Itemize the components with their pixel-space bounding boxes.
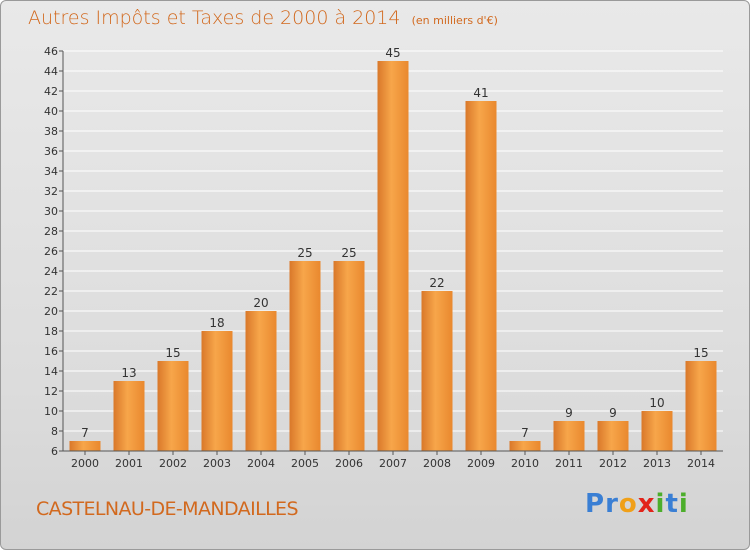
data-label: 45	[385, 46, 400, 60]
y-tick-label: 44	[44, 65, 58, 78]
y-tick-label: 28	[44, 225, 58, 238]
logo-letter: r	[605, 489, 619, 519]
chart-unit: (en milliers d'€)	[411, 14, 498, 27]
x-tick-label: 2007	[379, 457, 407, 470]
x-tick-label: 2004	[247, 457, 275, 470]
x-tick-label: 2010	[511, 457, 539, 470]
logo-letter: i	[655, 489, 666, 519]
commune-name: CASTELNAU-DE-MANDAILLES	[36, 498, 299, 520]
logo-letter: o	[618, 489, 638, 519]
y-tick-label: 36	[44, 145, 58, 158]
logo-letter: x	[637, 489, 656, 519]
y-tick-label: 12	[44, 385, 58, 398]
bar	[685, 361, 717, 451]
bar	[157, 361, 189, 451]
data-label: 41	[473, 86, 488, 100]
data-label: 7	[81, 426, 89, 440]
x-tick-label: 2008	[423, 457, 451, 470]
x-tick-label: 2005	[291, 457, 319, 470]
data-label: 9	[565, 406, 573, 420]
data-label: 18	[209, 316, 224, 330]
data-label: 25	[341, 246, 356, 260]
chart-title-group: Autres Impôts et Taxes de 2000 à 2014 (e…	[28, 7, 498, 29]
proxiti-logo[interactable]: Proxiti	[585, 489, 689, 519]
x-tick-label: 2006	[335, 457, 363, 470]
logo-letter: P	[585, 489, 606, 519]
bar	[465, 101, 497, 451]
bar	[553, 421, 585, 451]
bar	[377, 61, 409, 451]
bar	[597, 421, 629, 451]
value-labels: 7 13 15 18 20 25 25 45 22 41 7 9 9 10 15	[81, 46, 708, 440]
data-label: 15	[165, 346, 180, 360]
x-tick-label: 2013	[643, 457, 671, 470]
data-label: 13	[121, 366, 136, 380]
chart-title: Autres Impôts et Taxes de 2000 à 2014	[28, 7, 401, 29]
y-tick-label: 20	[44, 305, 58, 318]
x-tick-label: 2003	[203, 457, 231, 470]
y-tick-label: 10	[44, 405, 58, 418]
y-tick-label: 26	[44, 245, 58, 258]
bar	[289, 261, 321, 451]
bar	[333, 261, 365, 451]
y-tick-label: 16	[44, 345, 58, 358]
bars	[69, 61, 717, 451]
data-label: 22	[429, 276, 444, 290]
data-label: 20	[253, 296, 268, 310]
bar	[421, 291, 453, 451]
y-tick-label: 40	[44, 105, 58, 118]
y-tick-label: 14	[44, 365, 58, 378]
x-tick-label: 2001	[115, 457, 143, 470]
y-tick-label: 42	[44, 85, 58, 98]
bar	[113, 381, 145, 451]
y-tick-label: 34	[44, 165, 58, 178]
data-label: 7	[521, 426, 529, 440]
logo-letter: t	[665, 489, 679, 519]
y-tick-label: 32	[44, 185, 58, 198]
x-tick-label: 2009	[467, 457, 495, 470]
y-tick-label: 24	[44, 265, 58, 278]
axes: 6 8 10 12 14 16 18 20 22 24 26 28 30 32 34 36 38 40 42 44 46…	[44, 45, 723, 470]
data-label: 15	[693, 346, 708, 360]
bar	[641, 411, 673, 451]
data-label: 10	[649, 396, 664, 410]
bar	[509, 441, 541, 451]
y-tick-label: 38	[44, 125, 58, 138]
data-label: 25	[297, 246, 312, 260]
y-tick-label: 8	[51, 425, 58, 438]
bar	[201, 331, 233, 451]
y-tick-label: 22	[44, 285, 58, 298]
y-tick-label: 6	[51, 445, 58, 458]
y-tick-label: 30	[44, 205, 58, 218]
data-label: 9	[609, 406, 617, 420]
bar	[245, 311, 277, 451]
y-tick-label: 18	[44, 325, 58, 338]
logo-letter: i	[678, 489, 689, 519]
x-tick-label: 2000	[71, 457, 99, 470]
x-tick-label: 2012	[599, 457, 627, 470]
bar	[69, 441, 101, 451]
y-tick-label: 46	[44, 45, 58, 58]
x-tick-label: 2002	[159, 457, 187, 470]
x-tick-label: 2011	[555, 457, 583, 470]
x-tick-label: 2014	[687, 457, 715, 470]
